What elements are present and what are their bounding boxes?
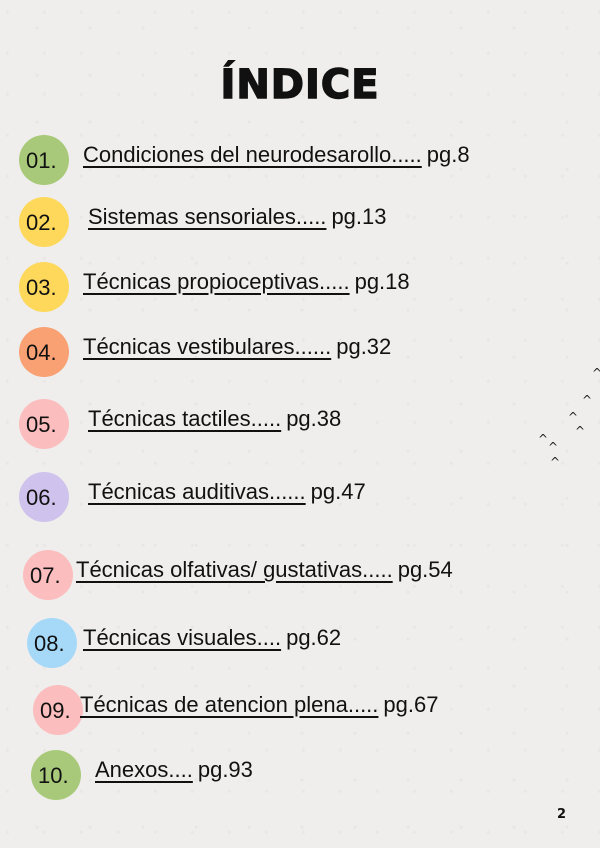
toc-entry: 10. Anexos.... pg.93	[0, 749, 600, 801]
toc-entry: 08. Técnicas visuales.... pg.62	[0, 617, 600, 669]
entry-page: pg.32	[336, 334, 392, 359]
entry-link[interactable]: Técnicas propioceptivas.....	[83, 269, 350, 294]
toc-entry: 02. Sistemas sensoriales..... pg.13	[0, 196, 600, 248]
entry-line: Técnicas visuales.... pg.62	[83, 625, 341, 651]
number-circle	[19, 262, 69, 312]
entry-page: pg.13	[331, 204, 387, 229]
page-number: 2	[556, 807, 566, 822]
entry-number: 09.	[40, 698, 71, 723]
entry-number: 01.	[26, 148, 57, 173]
entry-link[interactable]: Anexos....	[95, 757, 193, 782]
decorative-mark-icon: ^	[582, 393, 593, 407]
entry-page: pg.47	[310, 479, 366, 504]
toc-entry: 09. Técnicas de atencion plena..... pg.67	[0, 684, 600, 736]
number-circle	[19, 135, 69, 185]
number-circle	[23, 550, 73, 600]
entry-number: 10.	[38, 763, 69, 788]
entry-number: 04.	[26, 340, 57, 365]
entry-link[interactable]: Técnicas olfativas/ gustativas.....	[76, 557, 393, 582]
entry-page: pg.67	[383, 692, 439, 717]
entry-line: Técnicas auditivas...... pg.47	[88, 479, 366, 505]
decorative-mark-icon: ^	[568, 410, 579, 424]
page-title: ÍNDICE	[220, 61, 380, 109]
number-circle	[19, 472, 69, 522]
entry-number: 07.	[30, 563, 61, 588]
decorative-mark-icon: ^	[575, 424, 586, 438]
entry-line: Técnicas tactiles..... pg.38	[88, 406, 341, 432]
entry-number: 03.	[26, 275, 57, 300]
number-circle	[19, 327, 69, 377]
entry-number: 06.	[26, 485, 57, 510]
decorative-mark-icon: ^	[592, 366, 600, 380]
toc-entry: 03. Técnicas propioceptivas..... pg.18	[0, 261, 600, 313]
entry-number: 02.	[26, 210, 57, 235]
number-circle	[19, 399, 69, 449]
entry-line: Técnicas propioceptivas..... pg.18	[83, 269, 410, 295]
entry-link[interactable]: Técnicas de atencion plena.....	[80, 692, 379, 717]
entry-link[interactable]: Sistemas sensoriales.....	[88, 204, 327, 229]
entry-line: Técnicas de atencion plena..... pg.67	[80, 692, 438, 718]
number-circle	[19, 197, 69, 247]
entry-line: Técnicas vestibulares...... pg.32	[83, 334, 391, 360]
entry-page: pg.62	[286, 625, 342, 650]
toc-entry: 04. Técnicas vestibulares...... pg.32	[0, 326, 600, 378]
entry-number: 05.	[26, 412, 57, 437]
entry-number: 08.	[34, 631, 65, 656]
number-circle	[33, 685, 83, 735]
entry-page: pg.93	[197, 757, 253, 782]
entry-link[interactable]: Condiciones del neurodesarollo.....	[83, 142, 422, 167]
entry-line: Anexos.... pg.93	[95, 757, 253, 783]
entry-page: pg.38	[286, 406, 342, 431]
entry-line: Técnicas olfativas/ gustativas..... pg.54	[76, 557, 453, 583]
number-circle	[31, 750, 81, 800]
entry-link[interactable]: Técnicas auditivas......	[88, 479, 306, 504]
decorative-mark-icon: ^	[550, 455, 561, 469]
entry-link[interactable]: Técnicas visuales....	[83, 625, 282, 650]
entry-link[interactable]: Técnicas tactiles.....	[88, 406, 282, 431]
entry-page: pg.18	[354, 269, 410, 294]
entry-link[interactable]: Técnicas vestibulares......	[83, 334, 332, 359]
toc-entry: 07. Técnicas olfativas/ gustativas..... p…	[0, 549, 600, 601]
entry-page: pg.54	[397, 557, 453, 582]
toc-entry: 01. Condiciones del neurodesarollo..... p…	[0, 134, 600, 186]
number-circle	[27, 618, 77, 668]
decorative-mark-icon: ^	[548, 440, 559, 454]
decorative-mark-icon: ^	[538, 432, 549, 446]
toc-entry: 05. Técnicas tactiles..... pg.38	[0, 398, 600, 450]
entry-line: Condiciones del neurodesarollo..... pg.8	[83, 142, 470, 168]
entry-line: Sistemas sensoriales..... pg.13	[88, 204, 387, 230]
entry-page: pg.8	[426, 142, 470, 167]
toc-entry: 06. Técnicas auditivas...... pg.47	[0, 471, 600, 523]
